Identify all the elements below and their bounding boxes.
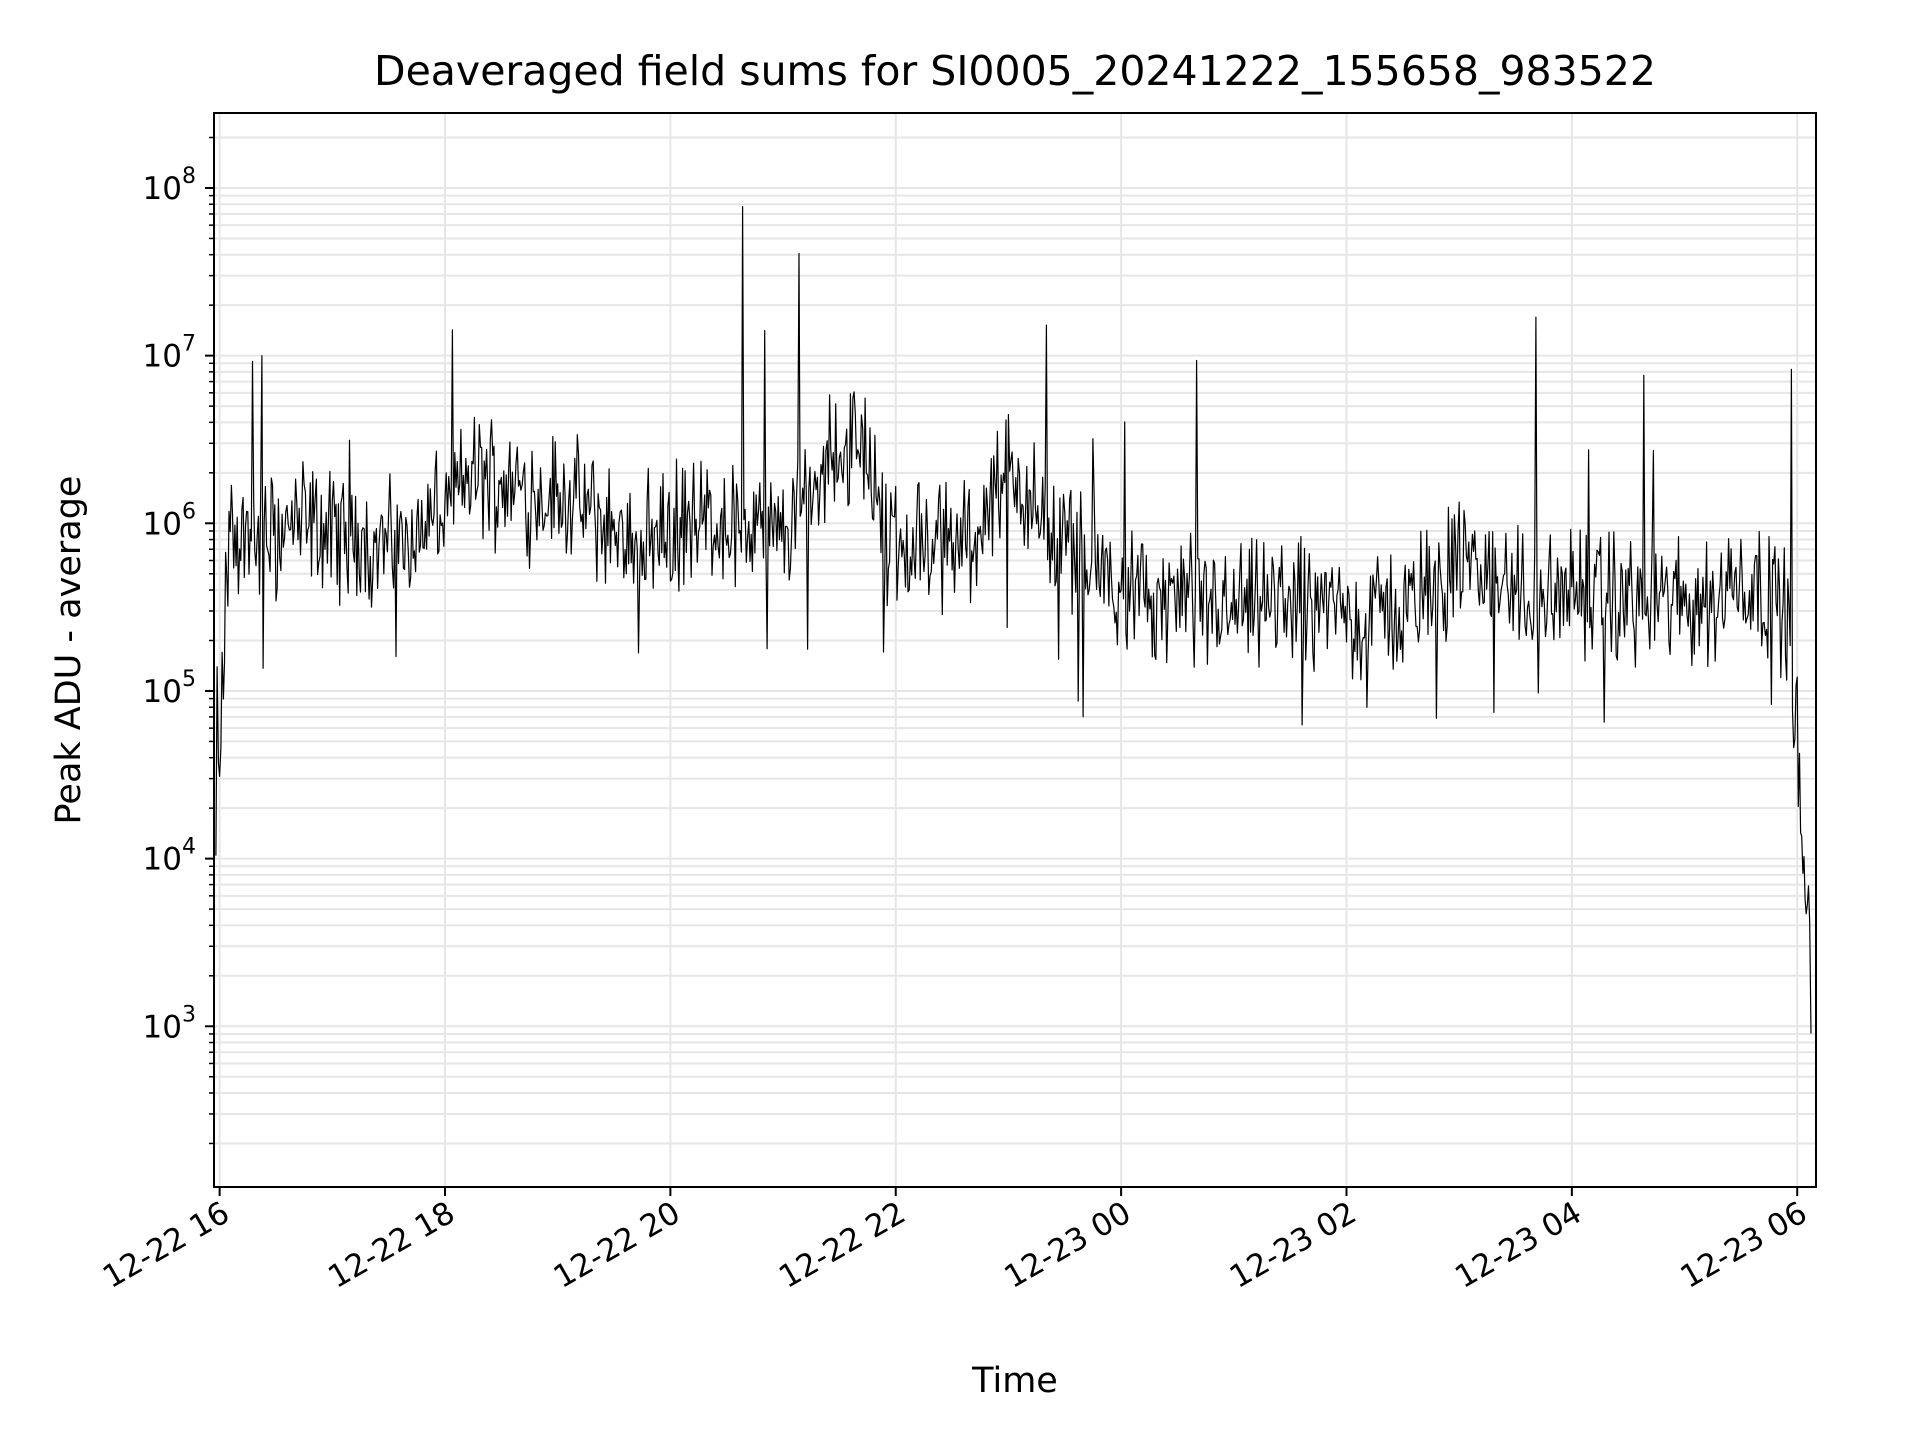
y-tick-label: 108 <box>143 164 196 207</box>
y-tick-label: 104 <box>143 835 196 878</box>
series-layer <box>215 206 1812 1034</box>
plot-area <box>214 113 1816 1187</box>
y-tick-label: 107 <box>143 332 196 375</box>
grid <box>214 113 1816 1187</box>
series-line <box>215 206 1812 1034</box>
y-tick-label: 105 <box>143 667 196 710</box>
y-tick-label: 106 <box>143 499 196 542</box>
y-axis: 103 104 105 106 107 108 <box>143 136 214 1145</box>
plot-frame <box>213 112 1817 1188</box>
chart-title: Deaveraged field sums for SI0005_2024122… <box>374 47 1656 95</box>
y-axis-label: Peak ADU - average <box>49 476 89 825</box>
y-tick-label: 103 <box>143 1002 196 1045</box>
x-axis-label: Time <box>971 1361 1058 1401</box>
